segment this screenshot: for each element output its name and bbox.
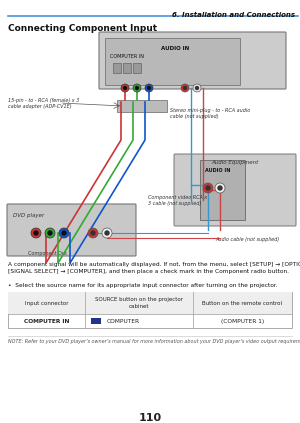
- Text: SOURCE button on the projector
cabinet: SOURCE button on the projector cabinet: [95, 297, 183, 309]
- Text: Input connector: Input connector: [25, 300, 68, 305]
- Text: 110: 110: [138, 413, 162, 423]
- Circle shape: [45, 228, 55, 238]
- Text: (COMPUTER 1): (COMPUTER 1): [221, 319, 264, 324]
- FancyBboxPatch shape: [7, 204, 136, 256]
- Circle shape: [62, 231, 66, 235]
- Circle shape: [102, 228, 112, 238]
- Circle shape: [148, 86, 151, 90]
- Text: COMPUTER IN: COMPUTER IN: [110, 54, 144, 59]
- Circle shape: [48, 231, 52, 235]
- Bar: [113, 63, 121, 73]
- Text: A component signal will be automatically displayed. If not, from the menu, selec: A component signal will be automatically…: [8, 262, 300, 274]
- Text: Button on the remote control: Button on the remote control: [202, 300, 283, 305]
- Circle shape: [105, 231, 109, 235]
- Circle shape: [133, 84, 141, 92]
- Circle shape: [91, 231, 95, 235]
- Circle shape: [184, 86, 187, 90]
- Text: Stereo mini-plug - to - RCA audio
cable (not supplied): Stereo mini-plug - to - RCA audio cable …: [170, 108, 250, 119]
- Text: Connecting Component Input: Connecting Component Input: [8, 24, 157, 33]
- Circle shape: [121, 84, 129, 92]
- Circle shape: [215, 183, 225, 193]
- Circle shape: [136, 86, 139, 90]
- Bar: [123, 63, 131, 73]
- FancyBboxPatch shape: [174, 154, 296, 226]
- Circle shape: [206, 186, 210, 190]
- Circle shape: [145, 84, 153, 92]
- Bar: [133, 63, 141, 73]
- Text: •  Select the source name for its appropriate input connector after turning on t: • Select the source name for its appropr…: [8, 283, 278, 288]
- Circle shape: [31, 228, 41, 238]
- Bar: [105, 38, 240, 85]
- Text: Audio Equipment: Audio Equipment: [212, 160, 259, 165]
- Text: 15-pin - to - RCA (female) x 3
cable adapter (ADP-CV1E): 15-pin - to - RCA (female) x 3 cable ada…: [8, 98, 79, 109]
- Text: COMPUTER IN: COMPUTER IN: [24, 319, 69, 324]
- Bar: [8, 292, 292, 314]
- Text: Audio cable (not supplied): Audio cable (not supplied): [215, 237, 279, 242]
- Bar: [91, 318, 101, 324]
- FancyBboxPatch shape: [99, 32, 286, 89]
- Bar: [8, 292, 292, 328]
- Text: Component Out: Component Out: [28, 251, 67, 256]
- Circle shape: [34, 231, 38, 235]
- Bar: [117, 100, 167, 112]
- Circle shape: [218, 186, 222, 190]
- Text: AUDIO IN: AUDIO IN: [205, 168, 230, 173]
- Circle shape: [181, 84, 189, 92]
- Text: NOTE: Refer to your DVD player’s owner’s manual for more information about your : NOTE: Refer to your DVD player’s owner’s…: [8, 339, 300, 344]
- Text: 6. Installation and Connections: 6. Installation and Connections: [172, 12, 295, 18]
- Circle shape: [193, 84, 201, 92]
- Text: COMPUTER: COMPUTER: [107, 319, 140, 324]
- Circle shape: [124, 86, 127, 90]
- Circle shape: [203, 183, 213, 193]
- Text: DVD player: DVD player: [13, 213, 44, 218]
- Bar: [200, 160, 245, 220]
- Text: AUDIO IN: AUDIO IN: [161, 46, 189, 51]
- Text: Component video RCA x
3 cable (not supplied): Component video RCA x 3 cable (not suppl…: [148, 195, 207, 206]
- Circle shape: [59, 228, 69, 238]
- Circle shape: [88, 228, 98, 238]
- Circle shape: [196, 86, 199, 90]
